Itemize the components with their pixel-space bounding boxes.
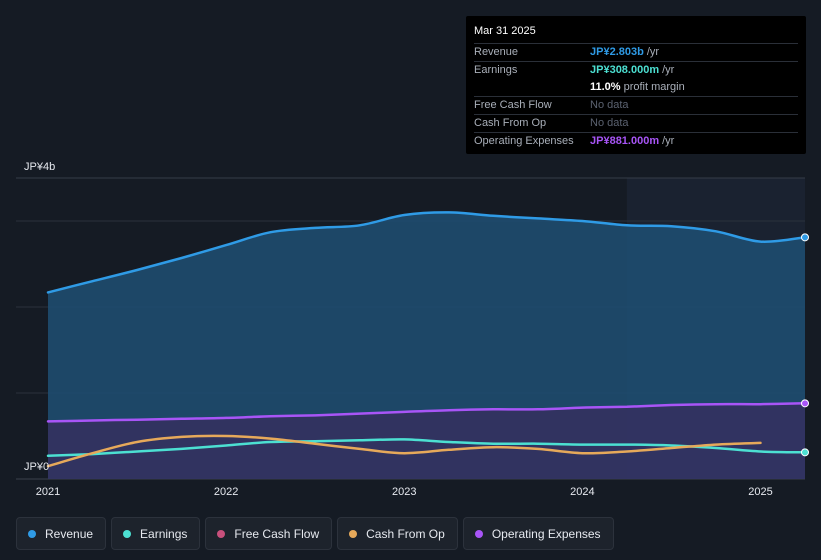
operating-expenses-line: [46, 402, 807, 423]
revenue-end-marker: [801, 233, 809, 242]
x-tick-label: 2022: [214, 486, 238, 498]
series-areas: [48, 212, 805, 479]
legend-label: Free Cash Flow: [234, 526, 320, 541]
tooltip-unit: profit margin: [623, 81, 685, 93]
legend-dot-icon: [474, 529, 483, 538]
tooltip-label: Cash From Op: [474, 117, 547, 129]
chart-legend: Revenue Earnings Free Cash Flow Cash Fro…: [16, 517, 614, 550]
axis-labels: JP¥4b JP¥0 2021 2022 2023 2024 2025: [24, 161, 773, 498]
tooltip-label: Free Cash Flow: [474, 99, 552, 111]
tooltip-value: 11.0%: [590, 81, 621, 93]
x-tick-label: 2021: [36, 486, 60, 498]
legend-item-earnings[interactable]: Earnings: [111, 517, 201, 550]
x-tick-label: 2023: [392, 486, 416, 498]
tooltip-label: Operating Expenses: [474, 135, 574, 147]
tooltip-date: Mar 31 2025: [474, 23, 798, 44]
tooltip-row-free-cash-flow: Free Cash Flow No data: [474, 97, 798, 115]
cash-from-op-line: [46, 434, 762, 468]
tooltip-value: JP¥2.803b: [590, 46, 644, 58]
series-lines: [46, 211, 807, 468]
tooltip-row-revenue: Revenue JP¥2.803b /yr: [474, 44, 798, 62]
tooltip-row-operating-expenses: Operating Expenses JP¥881.000m /yr: [474, 133, 798, 150]
series-end-markers: [801, 233, 809, 457]
legend-dot-icon: [217, 529, 226, 538]
tooltip-label: Earnings: [474, 64, 518, 76]
y-axis-bottom-label: JP¥0: [24, 461, 49, 473]
tooltip-label: Revenue: [474, 46, 519, 58]
earnings-line: [46, 438, 807, 458]
tooltip-unit: /yr: [662, 135, 675, 147]
tooltip-row-profit-margin: 11.0% profit margin: [474, 79, 798, 97]
legend-item-free-cash-flow[interactable]: Free Cash Flow: [205, 517, 333, 550]
tooltip-label: [474, 79, 590, 96]
tooltip-unit: /yr: [646, 46, 660, 58]
x-tick-label: 2024: [570, 486, 594, 498]
legend-item-revenue[interactable]: Revenue: [16, 517, 107, 550]
legend-label: Earnings: [140, 526, 188, 541]
data-tooltip: Mar 31 2025 Revenue JP¥2.803b /yr Earnin…: [466, 16, 806, 154]
tooltip-value: JP¥881.000m: [590, 135, 660, 147]
tooltip-value: No data: [590, 117, 629, 129]
tooltip-unit: /yr: [662, 64, 675, 76]
tooltip-value: No data: [590, 99, 629, 111]
legend-label: Cash From Op: [366, 526, 445, 541]
legend-label: Operating Expenses: [491, 526, 601, 541]
legend-dot-icon: [349, 529, 358, 538]
tooltip-row-earnings: Earnings JP¥308.000m /yr: [474, 62, 798, 79]
legend-dot-icon: [123, 529, 132, 538]
legend-dot-icon: [28, 529, 36, 538]
x-tick-label: 2025: [748, 486, 772, 498]
legend-label: Revenue: [45, 526, 94, 541]
tooltip-value: JP¥308.000m: [590, 64, 660, 76]
operating-expenses-end-marker: [801, 399, 809, 408]
tooltip-row-cash-from-op: Cash From Op No data: [474, 115, 798, 133]
revenue-line: [46, 211, 807, 294]
earnings-end-marker: [801, 448, 809, 457]
y-axis-top-label: JP¥4b: [24, 161, 55, 173]
legend-item-cash-from-op[interactable]: Cash From Op: [337, 517, 458, 550]
legend-item-operating-expenses[interactable]: Operating Expenses: [462, 517, 614, 550]
